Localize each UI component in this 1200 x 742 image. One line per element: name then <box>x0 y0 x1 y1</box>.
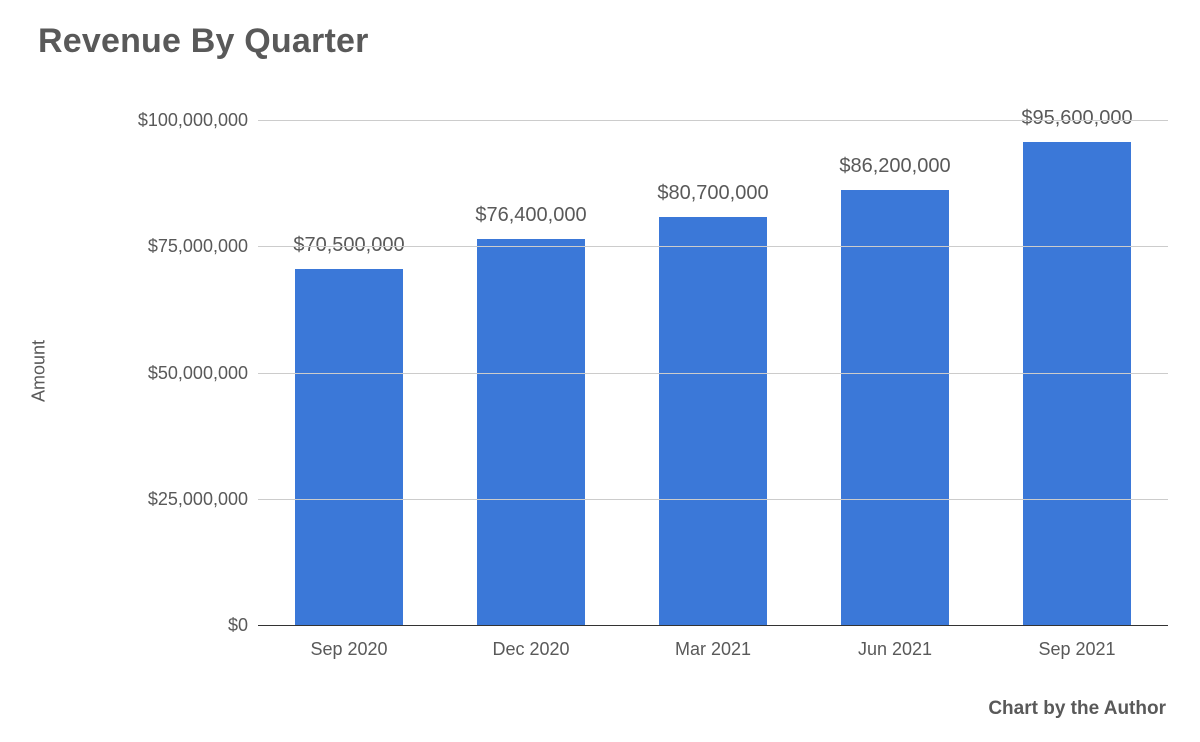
x-tick-label: Dec 2020 <box>492 639 569 660</box>
chart-title: Revenue By Quarter <box>38 22 369 61</box>
bar-slot: $76,400,000Dec 2020 <box>440 204 622 625</box>
y-tick-label: $50,000,000 <box>148 364 248 382</box>
y-axis-title: Amount <box>29 340 50 402</box>
revenue-chart: Revenue By Quarter Amount $70,500,000Sep… <box>0 0 1200 742</box>
y-tick-label: $75,000,000 <box>148 237 248 255</box>
bar <box>295 269 403 625</box>
bar-value-label: $86,200,000 <box>839 155 950 178</box>
gridline <box>258 373 1168 374</box>
x-tick-label: Sep 2021 <box>1038 639 1115 660</box>
bar-slot: $95,600,000Sep 2021 <box>986 107 1168 625</box>
plot-area: $70,500,000Sep 2020$76,400,000Dec 2020$8… <box>258 120 1168 625</box>
bar <box>477 239 585 625</box>
bar-slot: $70,500,000Sep 2020 <box>258 234 440 625</box>
bar-slot: $80,700,000Mar 2021 <box>622 182 804 625</box>
y-tick-label: $25,000,000 <box>148 490 248 508</box>
bar <box>659 217 767 625</box>
bar <box>1023 142 1131 625</box>
x-tick-label: Mar 2021 <box>675 639 751 660</box>
chart-attribution: Chart by the Author <box>988 698 1166 720</box>
y-tick-label: $0 <box>228 616 248 634</box>
x-tick-label: Jun 2021 <box>858 639 932 660</box>
y-tick-label: $100,000,000 <box>138 111 248 129</box>
bar-value-label: $95,600,000 <box>1021 107 1132 130</box>
gridline <box>258 246 1168 247</box>
x-tick-label: Sep 2020 <box>310 639 387 660</box>
bar-value-label: $80,700,000 <box>657 182 768 205</box>
gridline <box>258 499 1168 500</box>
bar <box>841 190 949 625</box>
x-axis-baseline <box>258 625 1168 626</box>
gridline <box>258 120 1168 121</box>
bar-value-label: $76,400,000 <box>475 204 586 227</box>
bar-slot: $86,200,000Jun 2021 <box>804 155 986 625</box>
